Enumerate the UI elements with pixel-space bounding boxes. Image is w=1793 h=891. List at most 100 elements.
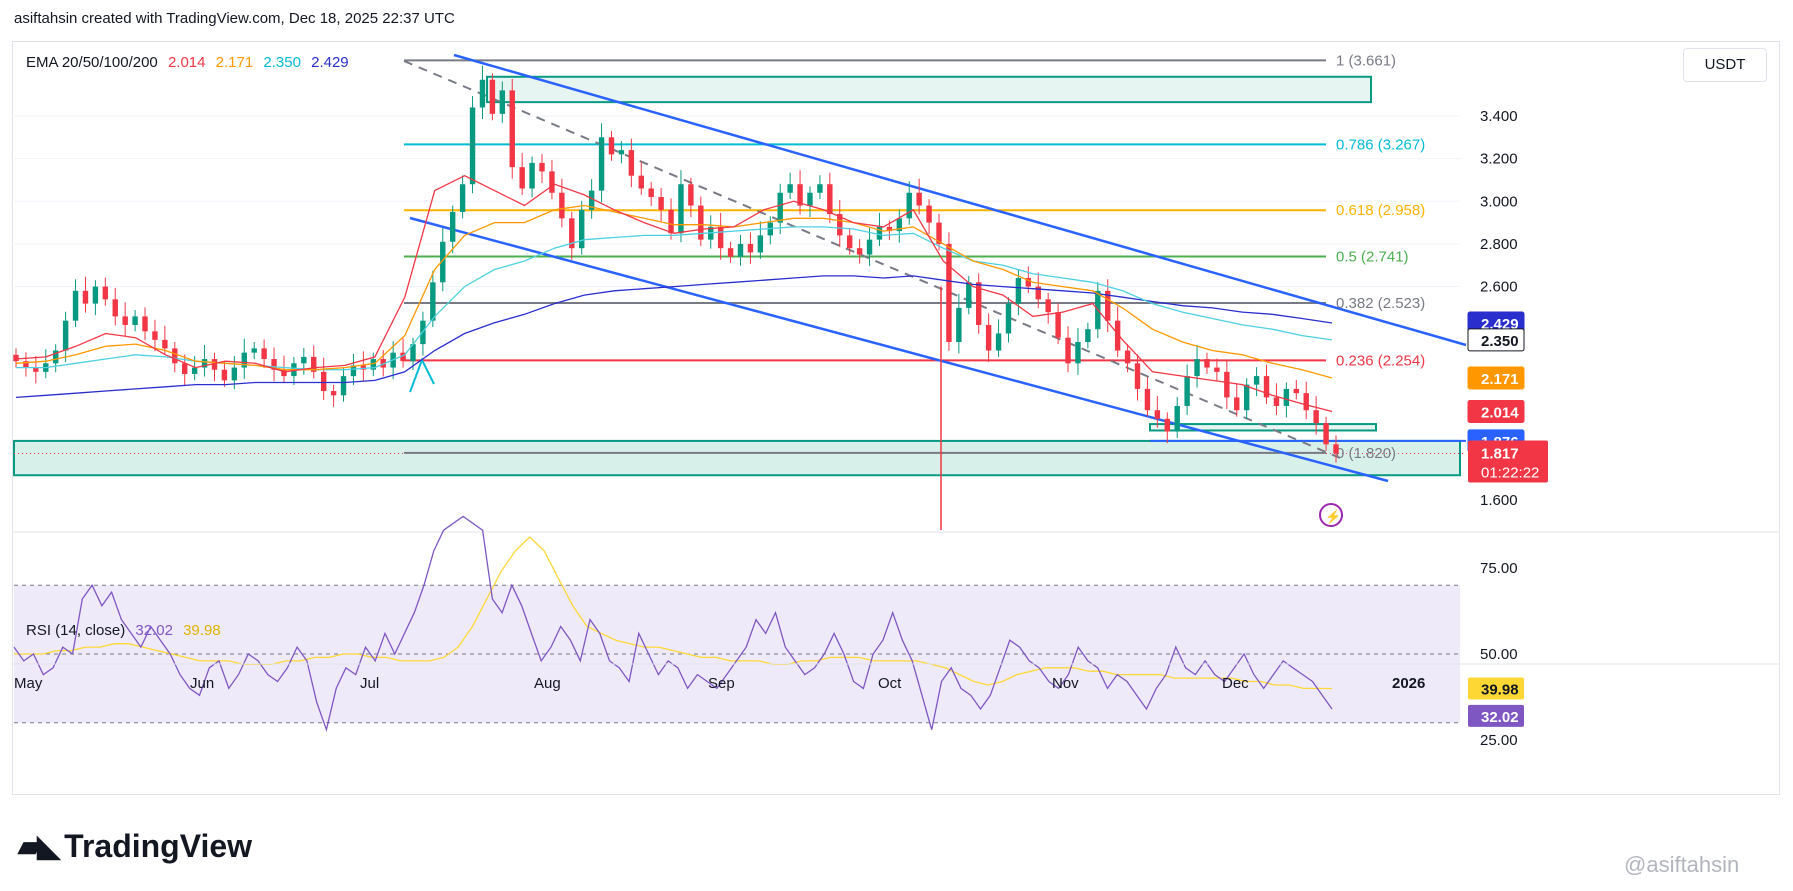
last-price-tag <box>1468 440 1548 483</box>
ema-legend[interactable]: EMA 20/50/100/200 2.014 2.171 2.350 2.42… <box>26 54 355 71</box>
fib-label: 0.236 (2.254) <box>1336 352 1425 369</box>
candle-body <box>1144 388 1151 411</box>
candle-body <box>241 352 247 368</box>
ema20-line <box>15 174 1333 413</box>
candle-body <box>896 218 903 232</box>
support-zone <box>13 439 1461 477</box>
fib-label: 0.5 (2.741) <box>1336 248 1409 265</box>
candle-body <box>281 369 287 377</box>
candle-body <box>777 192 783 223</box>
candle-body <box>698 205 704 240</box>
candle-body <box>975 282 982 325</box>
candle-body <box>1273 397 1280 406</box>
candle-body <box>221 369 228 381</box>
candle-body <box>678 184 684 234</box>
rsi-value: 32.02 <box>135 622 173 639</box>
candle-body <box>479 79 486 108</box>
candle-body <box>449 211 456 242</box>
candle-body <box>648 188 654 198</box>
candle-body <box>1035 286 1041 300</box>
time-axis-tick: Aug <box>534 675 561 692</box>
chart-attribution: asiftahsin created with TradingView.com,… <box>14 10 455 27</box>
time-axis-tick: Sep <box>708 675 735 692</box>
rsi-ma-tag <box>1468 677 1524 700</box>
candle-body <box>1164 418 1170 432</box>
channel-upper-line <box>453 53 1467 347</box>
resistance-zone <box>486 75 1372 104</box>
candle-body <box>1055 312 1061 338</box>
candle-body <box>926 205 932 223</box>
candle-body <box>1124 350 1131 364</box>
candle-body <box>1293 388 1300 394</box>
last-price-text: 1.817 <box>1481 445 1519 462</box>
candle-body <box>1154 410 1161 419</box>
candle-body <box>261 348 267 360</box>
candle-body <box>966 282 972 308</box>
candle-body <box>72 290 79 321</box>
candle-body <box>1184 376 1190 406</box>
tradingview-logo-icon: ▰◣ <box>18 830 60 863</box>
time-axis-tick: Jun <box>190 675 214 692</box>
rsi-axis-tick: 50.00 <box>1480 646 1518 663</box>
tradingview-logo[interactable]: ▰◣ TradingView <box>18 828 252 865</box>
candle-body <box>440 241 446 283</box>
ema20-value: 2.014 <box>167 54 206 71</box>
candle-body <box>191 367 198 374</box>
candle-body <box>866 239 873 255</box>
candle-body <box>459 184 466 212</box>
candle-body <box>33 367 39 372</box>
price-axis-tick: 2.600 <box>1480 279 1518 296</box>
candle-body <box>1283 388 1290 406</box>
candle-body <box>350 365 357 377</box>
candle-body <box>757 235 764 253</box>
candle-body <box>668 209 674 234</box>
candle-body <box>618 150 625 155</box>
candle-body <box>787 184 793 193</box>
price-label-tag <box>1467 366 1525 390</box>
candle-body <box>231 367 238 381</box>
candle-body <box>52 350 59 364</box>
candle-body <box>1243 384 1250 411</box>
candle-body <box>569 218 575 249</box>
candle-body <box>311 356 317 372</box>
candle-body <box>817 184 823 193</box>
candle-body <box>995 333 1002 351</box>
ema100-value: 2.350 <box>263 54 301 71</box>
candle-body <box>727 248 734 257</box>
candle-body <box>549 171 555 193</box>
time-axis-tick: 2026 <box>1392 675 1425 692</box>
candle-body <box>628 150 635 176</box>
candle-body <box>906 192 912 219</box>
candle-body <box>1114 320 1121 351</box>
candle-body <box>102 286 109 300</box>
price-label-text: 2.171 <box>1481 371 1519 388</box>
candle-body <box>360 365 367 370</box>
candle-body <box>608 137 615 155</box>
price-label-text: 2.014 <box>1481 404 1519 421</box>
candle-body <box>82 290 89 304</box>
candle-body <box>1065 337 1071 364</box>
candle-body <box>1194 359 1200 377</box>
candle-body <box>1075 341 1081 364</box>
countdown-text: 01:22:22 <box>1481 464 1539 481</box>
candle-body <box>1105 290 1111 321</box>
price-axis-tick: 3.400 <box>1480 108 1518 125</box>
candle-body <box>529 162 535 189</box>
candle-body <box>172 348 178 364</box>
time-axis-tick: Dec <box>1222 675 1249 692</box>
candle-body <box>162 339 168 349</box>
rsi-tag <box>1468 704 1524 727</box>
currency-unit-button[interactable]: USDT <box>1683 48 1767 82</box>
candle-body <box>469 107 476 185</box>
candle-body <box>1323 423 1329 445</box>
candle-body <box>946 243 952 342</box>
candle-body <box>598 137 605 191</box>
rsi-legend[interactable]: RSI (14, close) 32.02 39.98 <box>26 622 227 639</box>
candle-body <box>916 192 922 206</box>
candle-body <box>62 320 69 351</box>
candle-body <box>340 376 347 396</box>
candle-body <box>1214 367 1220 372</box>
candle-body <box>1085 329 1091 342</box>
candle-body <box>876 226 883 240</box>
